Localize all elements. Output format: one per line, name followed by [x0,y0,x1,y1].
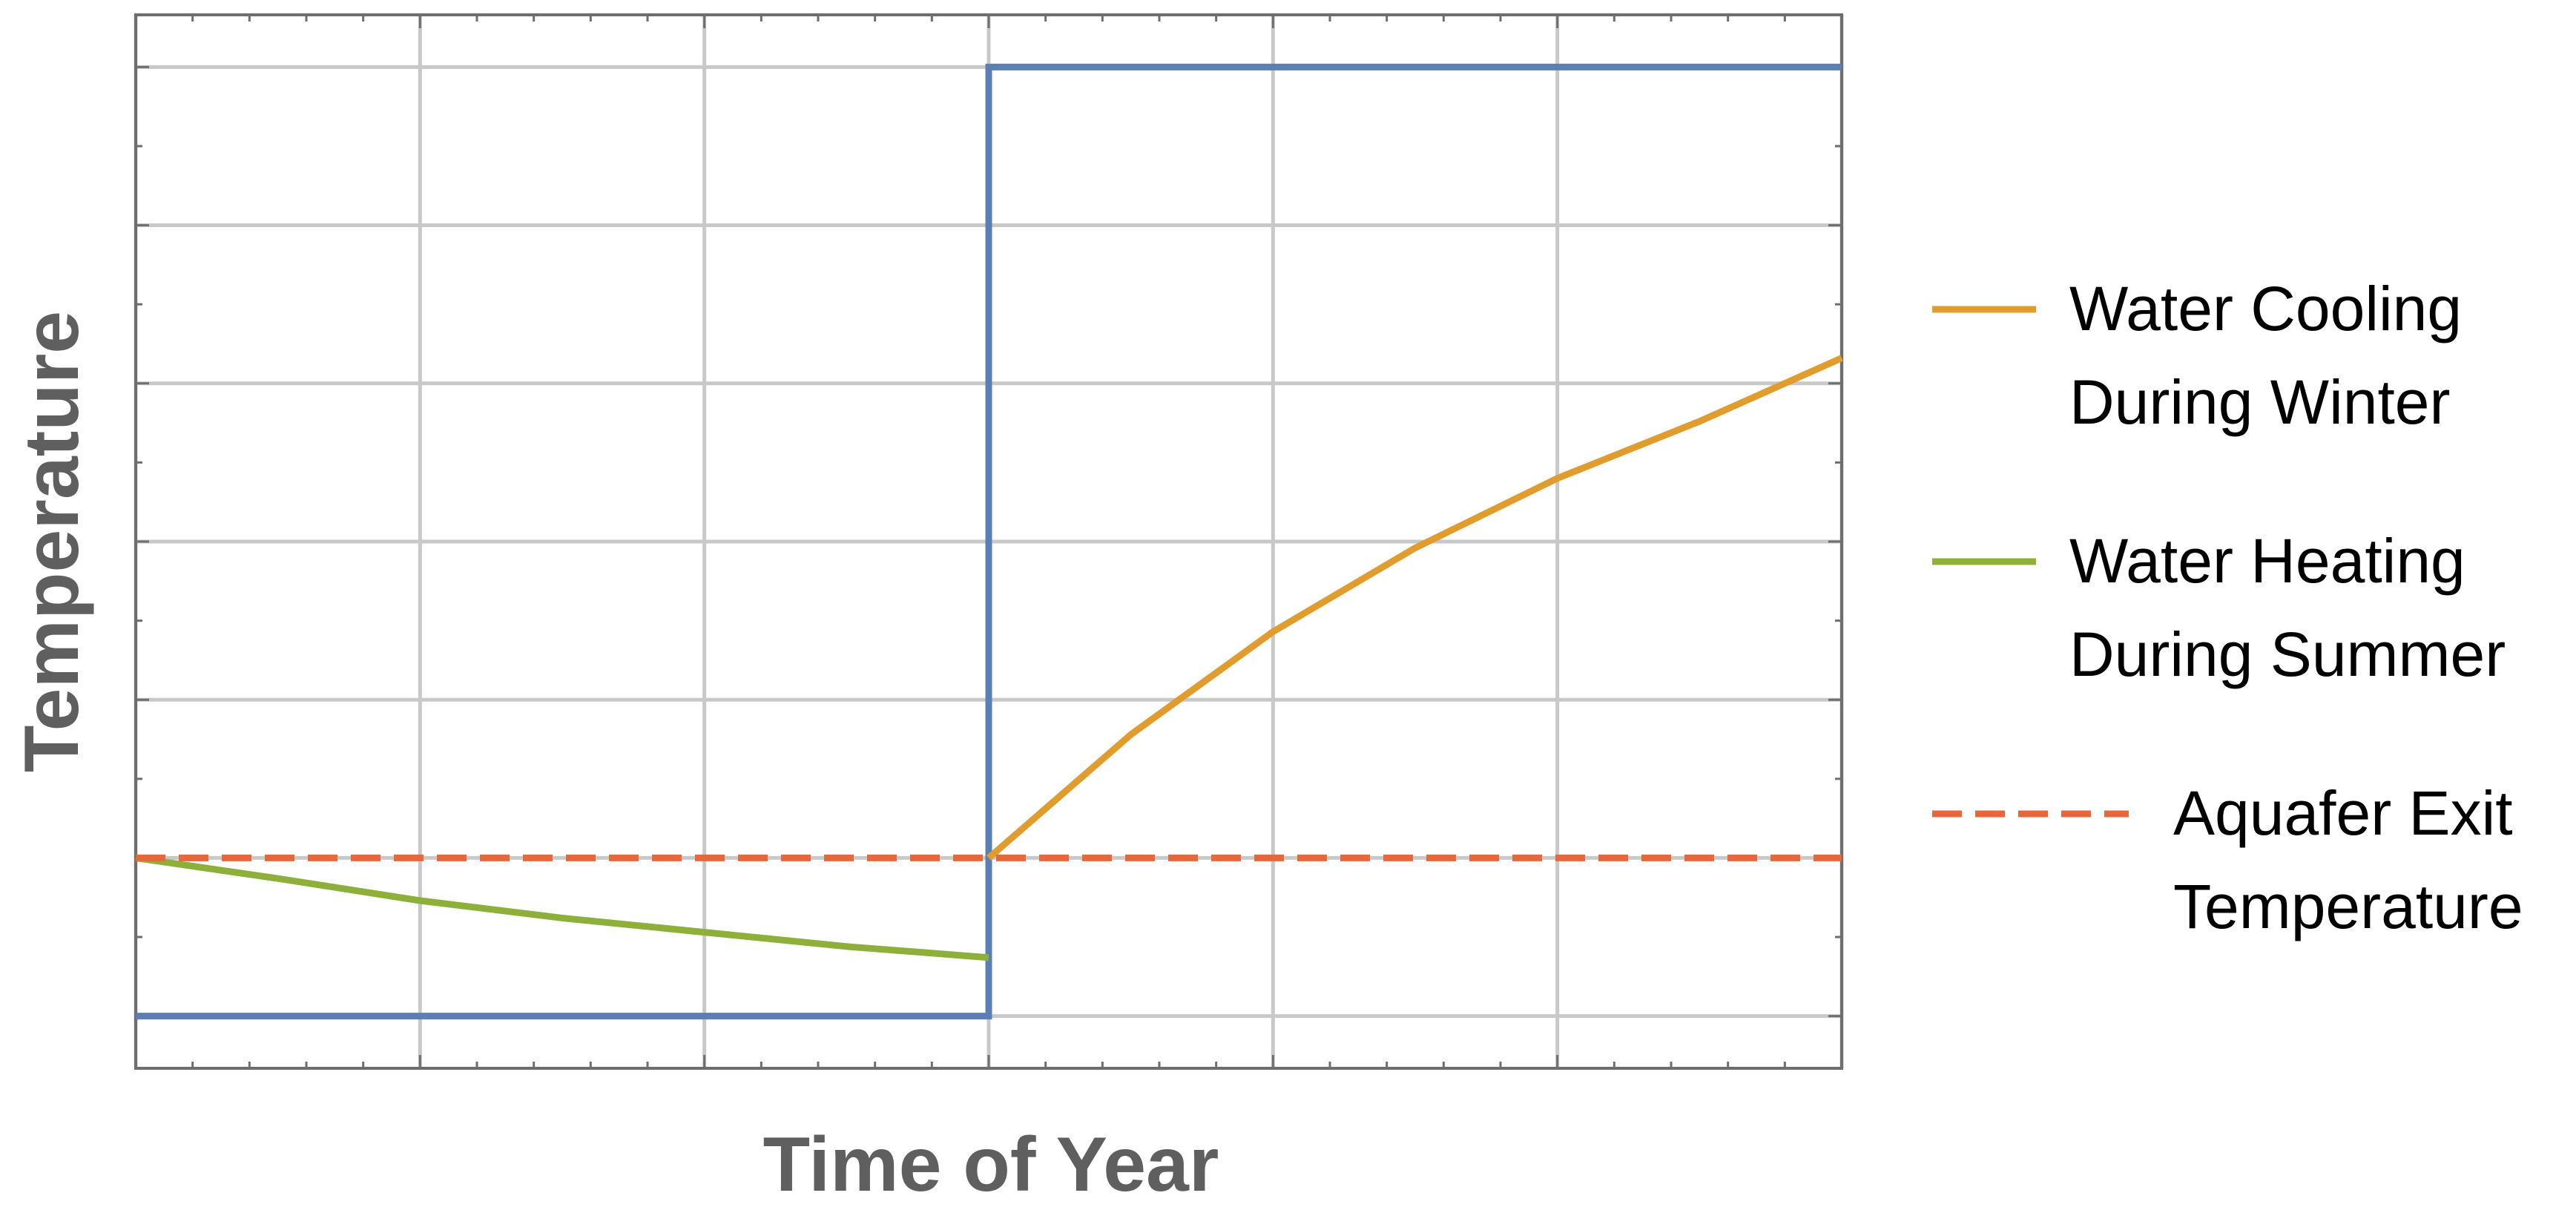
legend: Water Cooling During Winter Water Heating D… [1932,274,2523,941]
series-layer [135,63,1843,1020]
series-line-step [136,63,1842,1020]
legend-label-summer: Water Heating [2069,526,2465,596]
legend-label-exit: Temperature [2173,872,2523,941]
legend-label-exit: Aquafer Exit [2173,778,2513,848]
series-line-summer [135,854,989,961]
legend-label-winter: Water Cooling [2069,274,2462,343]
y-axis-title: Temperature [9,311,95,772]
series-line-winter [986,355,1843,861]
legend-label-winter: During Winter [2069,367,2450,437]
x-axis-title: Time of Year [763,1122,1219,1208]
legend-label-summer: During Summer [2069,619,2506,689]
